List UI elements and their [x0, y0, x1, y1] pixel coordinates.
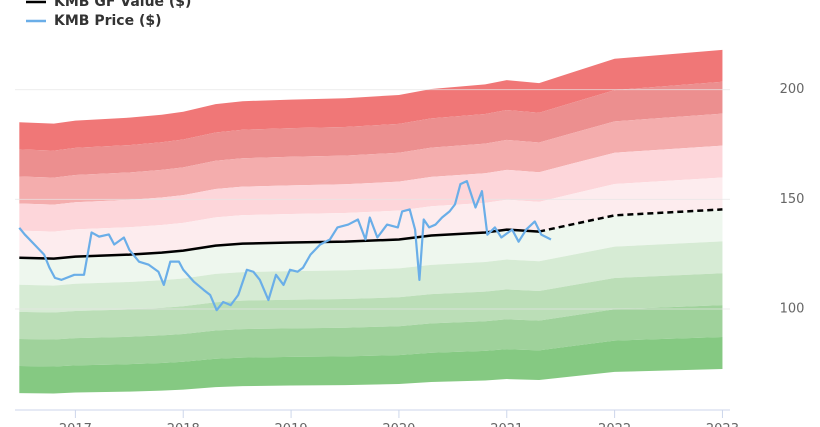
valuation-band [19, 145, 723, 232]
x-tick-label: 2019 [275, 422, 308, 427]
legend-label: KMB Price ($) [54, 13, 162, 29]
valuation-band [19, 113, 723, 205]
grid [15, 89, 730, 310]
price-line [18, 180, 552, 312]
x-tick-label: 2018 [167, 422, 200, 427]
gf-value-projection [538, 208, 723, 233]
valuation-band [19, 81, 723, 178]
legend-label: KMB GF Value ($) [54, 0, 191, 10]
valuation-band [19, 305, 723, 367]
x-tick-label: 2023 [706, 422, 739, 427]
bands [19, 49, 723, 394]
axes: 100 150 200 2017 2018 2019 2020 2021 2022 2023 [15, 82, 804, 427]
legend: KMB GF Value ($) KMB Price ($) [26, 0, 191, 29]
valuation-band [19, 273, 723, 340]
x-tick-label: 2021 [490, 422, 523, 427]
valuation-band [19, 49, 723, 151]
x-tick-label: 2022 [598, 422, 631, 427]
y-tick-label: 100 [780, 302, 805, 317]
valuation-band [19, 337, 723, 394]
y-tick-label: 150 [780, 192, 805, 207]
gf-value-line [19, 228, 540, 260]
lines [18, 180, 723, 312]
valuation-band [19, 241, 723, 313]
y-tick-label: 200 [780, 82, 805, 97]
x-tick-label: 2020 [382, 422, 415, 427]
valuation-band [19, 209, 723, 286]
x-tick-label: 2017 [59, 422, 92, 427]
